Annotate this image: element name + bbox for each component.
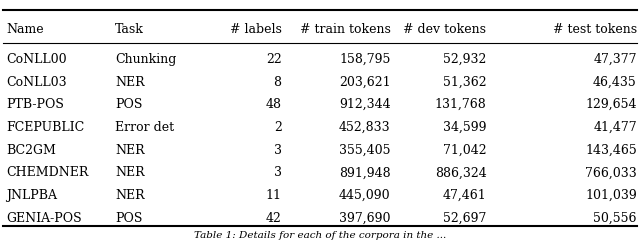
Text: # test tokens: # test tokens	[553, 23, 637, 36]
Text: 42: 42	[266, 212, 282, 225]
Text: GENIA-POS: GENIA-POS	[6, 212, 82, 225]
Text: 445,090: 445,090	[339, 189, 390, 202]
Text: PTB-POS: PTB-POS	[6, 98, 64, 111]
Text: 129,654: 129,654	[586, 98, 637, 111]
Text: JNLPBA: JNLPBA	[6, 189, 58, 202]
Text: 452,833: 452,833	[339, 121, 390, 134]
Text: # dev tokens: # dev tokens	[403, 23, 486, 36]
Text: 47,461: 47,461	[443, 189, 486, 202]
Text: NER: NER	[115, 166, 145, 179]
Text: 34,599: 34,599	[443, 121, 486, 134]
Text: FCEPUBLIC: FCEPUBLIC	[6, 121, 84, 134]
Text: 203,621: 203,621	[339, 76, 390, 88]
Text: 41,477: 41,477	[593, 121, 637, 134]
Text: 158,795: 158,795	[339, 53, 390, 66]
Text: 3: 3	[274, 144, 282, 157]
Text: 47,377: 47,377	[593, 53, 637, 66]
Text: 52,932: 52,932	[443, 53, 486, 66]
Text: POS: POS	[115, 98, 143, 111]
Text: 48: 48	[266, 98, 282, 111]
Text: Name: Name	[6, 23, 44, 36]
Text: 891,948: 891,948	[339, 166, 390, 179]
Text: 912,344: 912,344	[339, 98, 390, 111]
Text: 22: 22	[266, 53, 282, 66]
Text: NER: NER	[115, 144, 145, 157]
Text: BC2GM: BC2GM	[6, 144, 56, 157]
Text: # train tokens: # train tokens	[300, 23, 390, 36]
Text: 397,690: 397,690	[339, 212, 390, 225]
Text: 2: 2	[274, 121, 282, 134]
Text: CHEMDNER: CHEMDNER	[6, 166, 89, 179]
Text: POS: POS	[115, 212, 143, 225]
Text: 71,042: 71,042	[443, 144, 486, 157]
Text: 50,556: 50,556	[593, 212, 637, 225]
Text: 11: 11	[266, 189, 282, 202]
Text: 101,039: 101,039	[585, 189, 637, 202]
Text: 8: 8	[274, 76, 282, 88]
Text: CoNLL00: CoNLL00	[6, 53, 67, 66]
Text: Table 1: Details for each of the corpora in the ...: Table 1: Details for each of the corpora…	[194, 231, 446, 240]
Text: Error det: Error det	[115, 121, 174, 134]
Text: 3: 3	[274, 166, 282, 179]
Text: 766,033: 766,033	[585, 166, 637, 179]
Text: NER: NER	[115, 76, 145, 88]
Text: 52,697: 52,697	[443, 212, 486, 225]
Text: 886,324: 886,324	[435, 166, 486, 179]
Text: 355,405: 355,405	[339, 144, 390, 157]
Text: 143,465: 143,465	[585, 144, 637, 157]
Text: Task: Task	[115, 23, 144, 36]
Text: 46,435: 46,435	[593, 76, 637, 88]
Text: # labels: # labels	[230, 23, 282, 36]
Text: CoNLL03: CoNLL03	[6, 76, 67, 88]
Text: Chunking: Chunking	[115, 53, 177, 66]
Text: 131,768: 131,768	[435, 98, 486, 111]
Text: 51,362: 51,362	[443, 76, 486, 88]
Text: NER: NER	[115, 189, 145, 202]
